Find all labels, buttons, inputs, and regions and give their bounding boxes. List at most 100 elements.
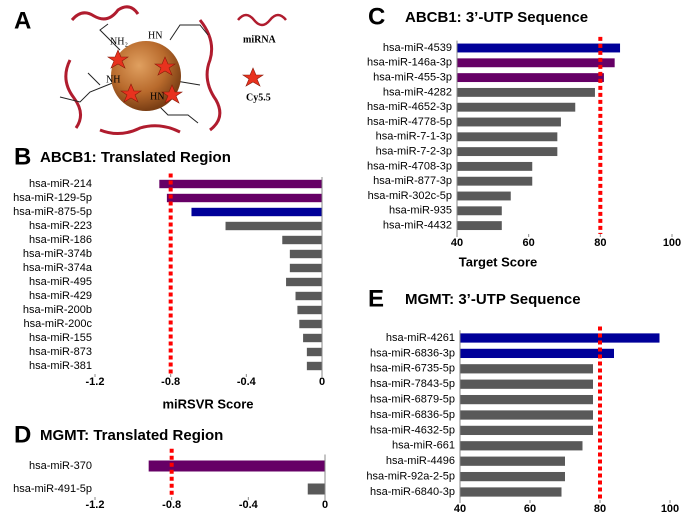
bar xyxy=(289,249,322,259)
category-label: hsa-miR-374a xyxy=(23,262,93,274)
bar xyxy=(460,348,614,359)
bar xyxy=(148,460,325,472)
bar xyxy=(457,161,533,171)
category-label: hsa-miR-223 xyxy=(29,220,92,232)
x-tick-label: -1.2 xyxy=(86,376,105,388)
category-label: hsa-miR-6840-3p xyxy=(370,486,455,498)
legend-label: Cy5.5 xyxy=(246,92,271,103)
category-label: hsa-miR-875-5p xyxy=(13,206,92,218)
legend-label: miRNA xyxy=(243,34,277,45)
bar xyxy=(457,73,604,83)
bar xyxy=(225,221,322,231)
category-label: hsa-miR-4539 xyxy=(383,42,452,54)
bar xyxy=(460,410,593,420)
bar xyxy=(303,333,322,343)
x-axis-label: miRSVR Score xyxy=(162,396,253,411)
category-label: hsa-miR-4632-5p xyxy=(370,424,455,436)
category-label: hsa-miR-495 xyxy=(29,276,92,288)
linker xyxy=(59,23,209,124)
x-tick-label: 60 xyxy=(524,503,536,513)
category-label: hsa-miR-7-1-3p xyxy=(376,131,452,143)
category-label: hsa-miR-4778-5p xyxy=(367,116,452,128)
category-label: hsa-miR-186 xyxy=(29,234,92,246)
bar xyxy=(460,425,593,436)
bar xyxy=(460,394,593,405)
bar xyxy=(191,207,322,217)
bar xyxy=(457,132,558,142)
bar xyxy=(286,277,322,287)
panel-a-diagram: A NH₂ HN NH HN miRNA Cy5.5 xyxy=(14,5,287,135)
x-tick-label: 60 xyxy=(523,237,535,249)
nanoparticle xyxy=(111,41,181,111)
bar xyxy=(460,379,593,389)
bar xyxy=(460,333,660,343)
bar xyxy=(299,319,322,329)
category-label: hsa-miR-200b xyxy=(23,304,92,316)
bar xyxy=(457,221,502,231)
x-tick-label: -0.4 xyxy=(239,499,259,511)
x-tick-label: 100 xyxy=(661,503,679,513)
chem-group: HN xyxy=(150,91,164,102)
chart-title: MGMT: 3’-UTP Sequence xyxy=(405,291,581,308)
bar xyxy=(457,58,615,68)
x-tick-label: 0 xyxy=(319,376,325,388)
category-label: hsa-miR-455-3p xyxy=(373,72,452,84)
bar xyxy=(166,193,322,203)
bar xyxy=(460,441,583,451)
category-label: hsa-miR-4496 xyxy=(386,455,455,467)
category-label: hsa-miR-4261 xyxy=(386,332,455,344)
bar xyxy=(307,483,325,495)
category-label: hsa-miR-214 xyxy=(29,178,92,190)
panel-label: E xyxy=(368,285,384,312)
panel-label: D xyxy=(14,421,31,448)
bar xyxy=(457,147,558,157)
bar xyxy=(457,87,595,97)
x-tick-label: -0.8 xyxy=(162,499,181,511)
category-label: hsa-miR-6836-5p xyxy=(370,409,455,421)
x-tick-label: 100 xyxy=(663,237,681,249)
category-label: hsa-miR-302c-5p xyxy=(368,190,452,202)
bar xyxy=(282,235,322,245)
bar xyxy=(460,364,593,374)
mirna-legend-mark xyxy=(237,13,287,27)
bar xyxy=(460,456,565,466)
bar xyxy=(295,291,322,301)
bar xyxy=(457,206,502,216)
chem-group: NH xyxy=(106,74,120,85)
chart-title: MGMT: Translated Region xyxy=(40,427,223,444)
category-label: hsa-miR-935 xyxy=(389,205,452,217)
bar xyxy=(457,43,621,53)
category-label: hsa-miR-7843-5p xyxy=(370,378,455,390)
x-tick-label: 80 xyxy=(594,237,606,249)
category-label: hsa-miR-92a-2-5p xyxy=(366,471,455,483)
bar xyxy=(457,117,561,127)
category-label: hsa-miR-146a-3p xyxy=(367,57,452,69)
category-label: hsa-miR-661 xyxy=(392,440,455,452)
category-label: hsa-miR-877-3p xyxy=(373,175,452,187)
category-label: hsa-miR-4432 xyxy=(383,220,452,232)
category-label: hsa-miR-4282 xyxy=(383,86,452,98)
category-label: hsa-miR-6735-5p xyxy=(370,363,455,375)
category-label: hsa-miR-429 xyxy=(29,290,92,302)
panel-label: C xyxy=(368,3,385,30)
x-axis-label: Target Score xyxy=(459,254,538,269)
bar xyxy=(460,471,565,482)
x-tick-label: 40 xyxy=(451,237,463,249)
category-label: hsa-miR-7-2-3p xyxy=(376,146,452,158)
category-label: hsa-miR-381 xyxy=(29,360,92,372)
category-label: hsa-miR-4708-3p xyxy=(367,160,452,172)
x-tick-label: 0 xyxy=(322,499,328,511)
chem-group: NH₂ xyxy=(110,36,128,47)
category-label: hsa-miR-155 xyxy=(29,332,92,344)
cy55-stars xyxy=(107,49,264,104)
bar xyxy=(460,487,562,497)
panel-label: B xyxy=(14,143,31,170)
x-tick-label: 40 xyxy=(454,503,466,513)
category-label: hsa-miR-6836-3p xyxy=(370,347,455,359)
bar xyxy=(297,305,322,315)
mirna-strand xyxy=(64,5,222,135)
bar xyxy=(457,191,511,201)
category-label: hsa-miR-129-5p xyxy=(13,192,92,204)
bar xyxy=(306,361,322,371)
category-label: hsa-miR-200c xyxy=(24,318,93,330)
